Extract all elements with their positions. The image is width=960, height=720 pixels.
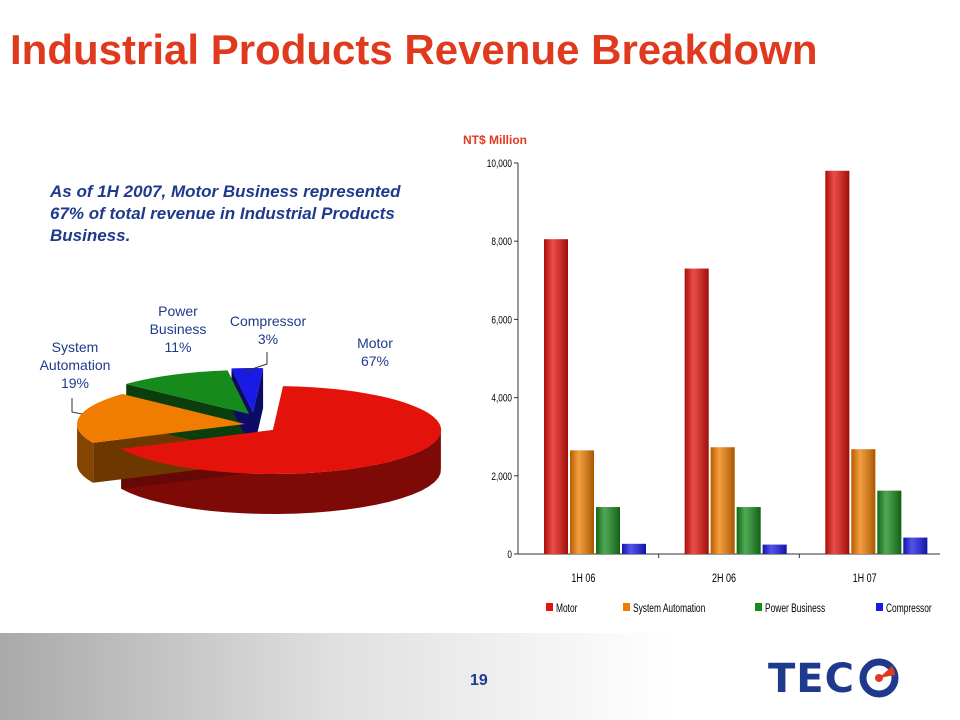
pie-side-system-automation: [77, 422, 94, 483]
slide-title: Industrial Products Revenue Breakdown: [10, 26, 818, 73]
page-number: 19: [470, 672, 488, 689]
teco-logo: TEC: [768, 656, 918, 702]
y-tick-label-0: 0: [507, 549, 512, 561]
legend-label-system-automation: System Automation: [633, 603, 705, 616]
bar-power-business-1h07-shade: [877, 490, 902, 554]
pie-side-motor: [121, 428, 441, 514]
footer-band: [0, 633, 960, 720]
y-tick-label-2: 4,000: [491, 393, 512, 405]
pie-label-compressor: Compressor 3%: [230, 313, 307, 347]
legend-swatch-motor: [546, 603, 553, 611]
logo-wordmark: TEC: [768, 656, 855, 702]
pie-slice-compressor: [231, 368, 264, 412]
pie-chart: Motor 67% System Automation 19% Power Business…: [40, 303, 442, 514]
bar-system-automation-2h06-shade: [710, 447, 735, 554]
x-tick-label-0: 1H 06: [571, 572, 595, 586]
bar-compressor-1h06-shade: [622, 543, 646, 554]
bar-motor-1h06-shade: [544, 239, 568, 554]
pie-edge-3-1: [253, 368, 264, 452]
pie-slice-power-business: [126, 370, 249, 414]
x-tick-label-1: 2H 06: [712, 572, 736, 586]
y-tick-label-4: 8,000: [491, 236, 512, 248]
pie-label-motor: Motor 67%: [357, 335, 393, 369]
y-tick-label-1: 2,000: [491, 471, 512, 483]
bar-chart: 0 2,000 4,000 6,000 8,000 10,000 NT$ Million 1H…: [463, 133, 940, 615]
pie-slice-motor: [121, 386, 442, 475]
y-axis-label: NT$ Million: [463, 133, 527, 147]
legend-swatch-power-business: [755, 603, 762, 611]
bar-system-automation-1h06-shade: [570, 450, 594, 554]
pie-label-system-automation: System Automation 19%: [40, 339, 111, 391]
legend-swatch-system-automation: [623, 603, 630, 611]
y-tick-label-3: 6,000: [491, 314, 512, 326]
logo-o-mark: [859, 658, 899, 698]
legend-label-motor: Motor: [556, 603, 578, 616]
bar-power-business-1h06-shade: [596, 507, 620, 554]
y-tick-label-5: 10,000: [487, 158, 513, 170]
bar-power-business-2h06-shade: [736, 507, 761, 554]
bar-system-automation-1h07-shade: [851, 449, 876, 554]
bar-compressor-2h06-shade: [762, 544, 787, 554]
bar-motor-2h06-shade: [684, 268, 709, 554]
legend-swatch-compressor: [876, 603, 883, 611]
pie-label-power-business: Power Business 11%: [150, 303, 207, 355]
x-tick-label-2: 1H 07: [853, 572, 877, 586]
legend-label-compressor: Compressor: [886, 603, 932, 616]
pie-slice-system-automation: [77, 394, 245, 443]
leader-line-system-automation: [71, 398, 83, 415]
legend-label-power-business: Power Business: [765, 603, 825, 616]
summary-note: As of 1H 2007, Motor Business represente…: [50, 182, 401, 245]
bar-motor-1h07-shade: [825, 170, 850, 554]
leader-line-compressor: [242, 352, 268, 373]
bar-compressor-1h07-shade: [903, 537, 928, 554]
